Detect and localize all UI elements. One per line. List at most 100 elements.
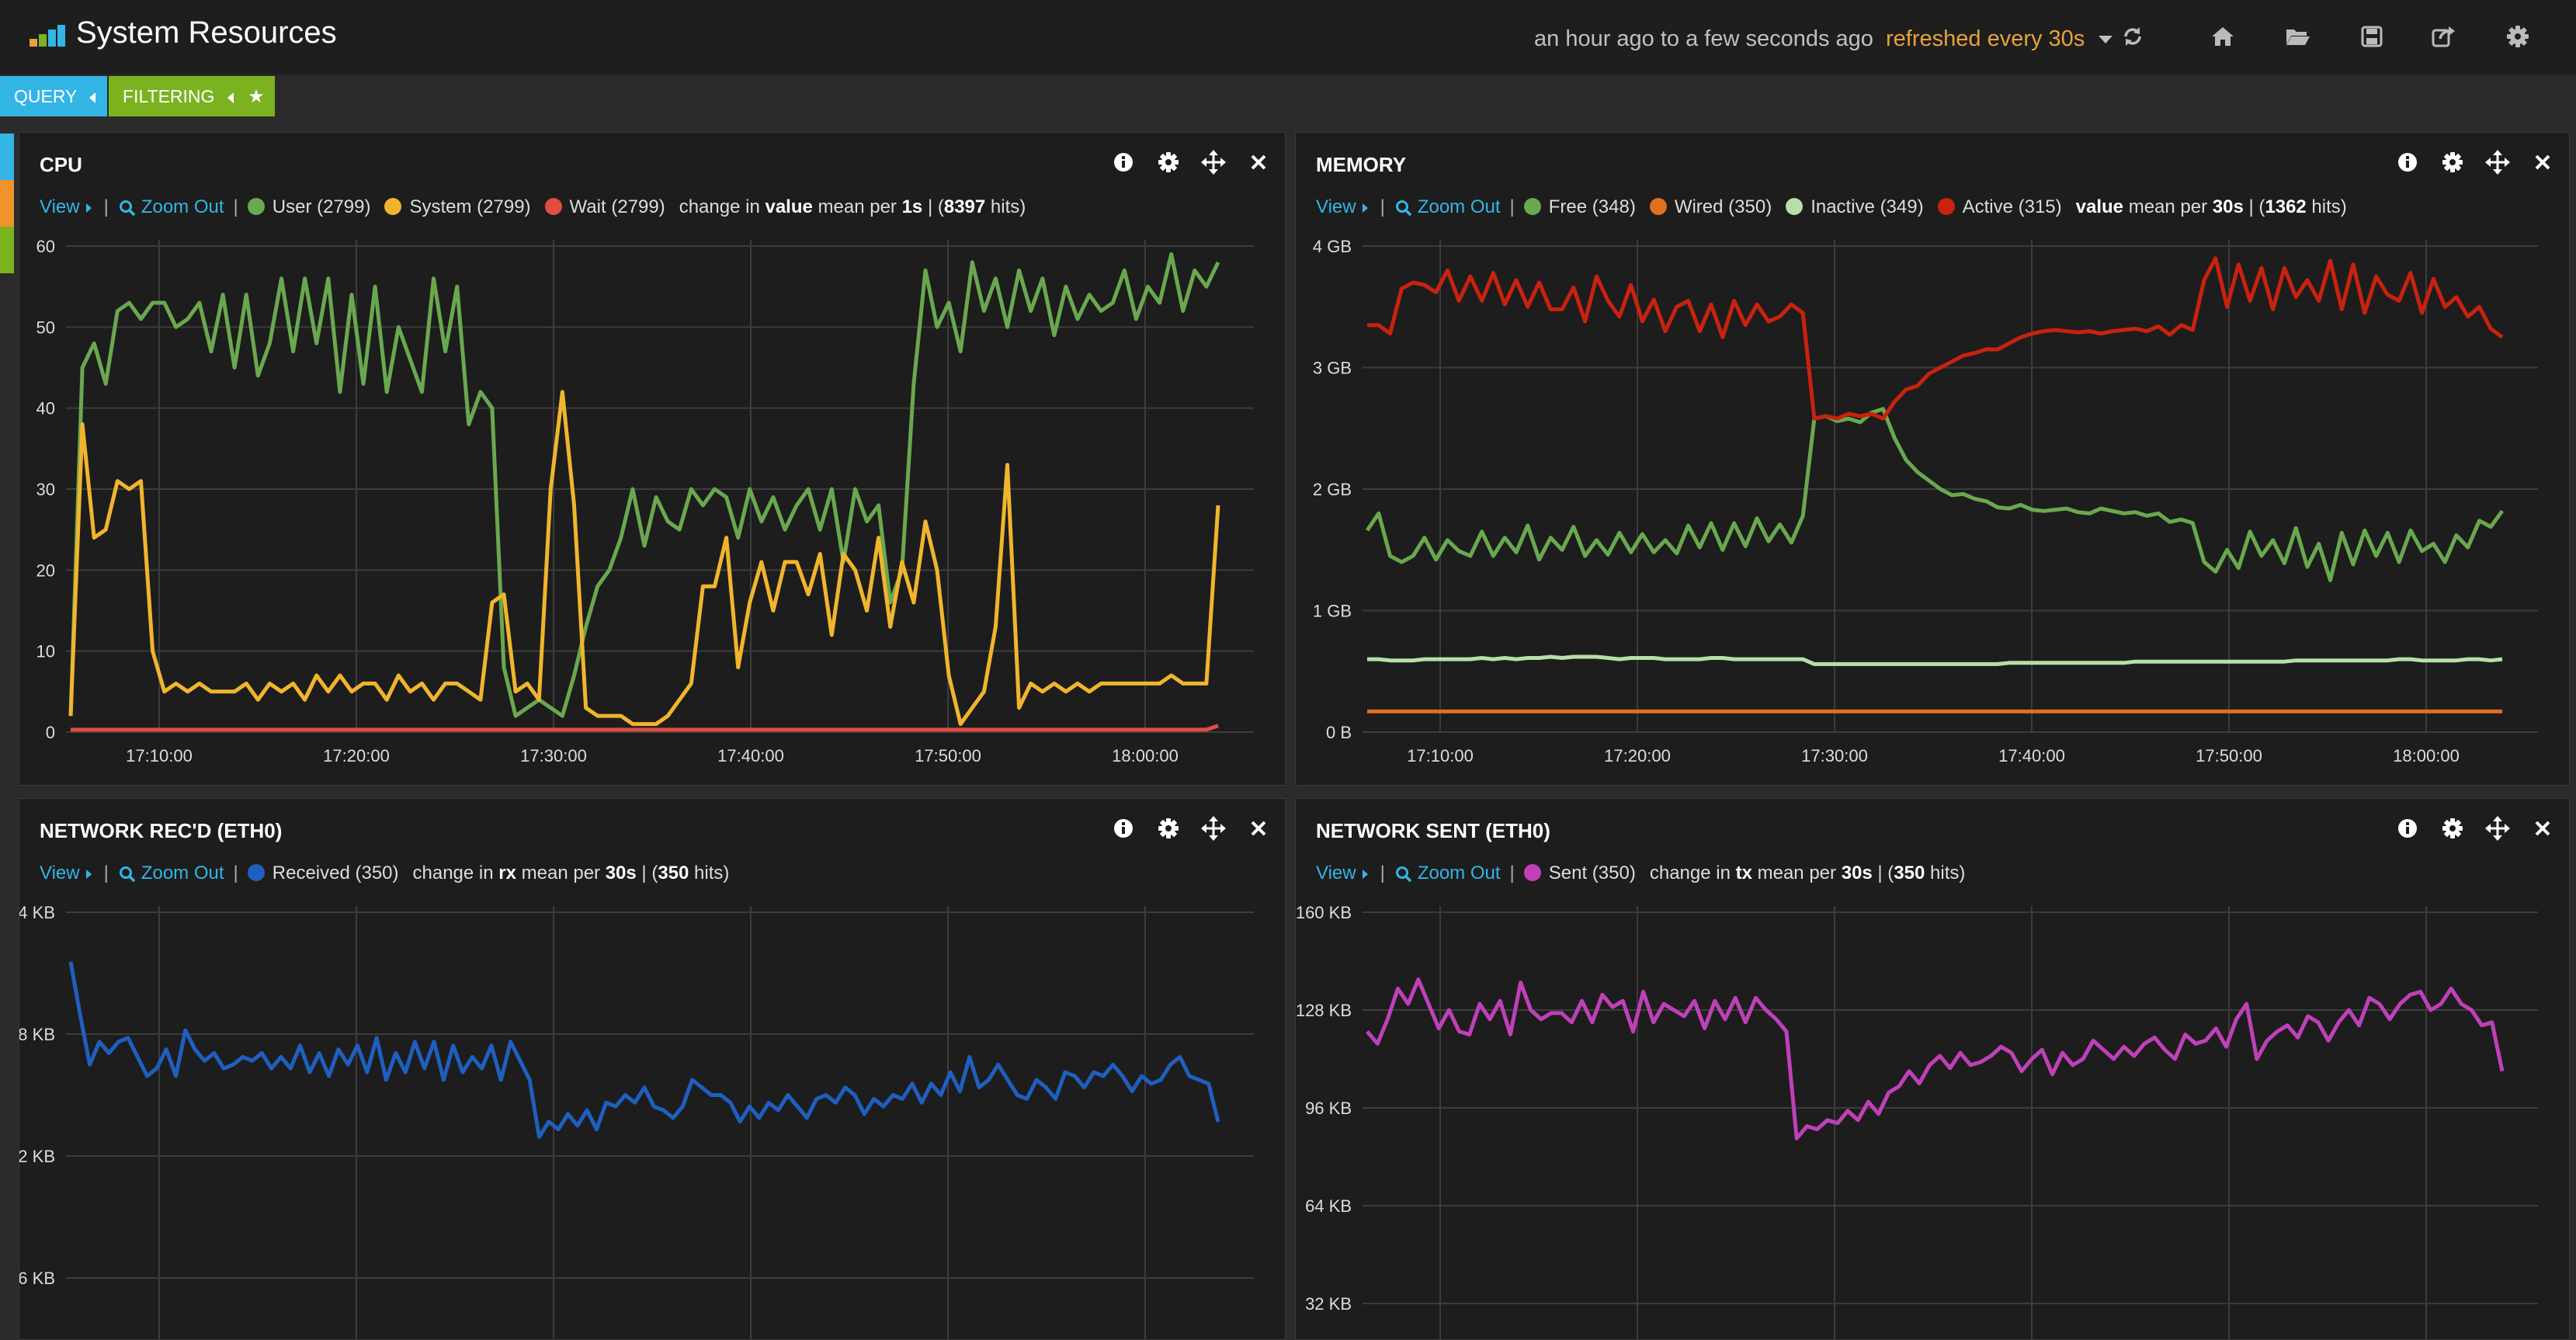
y-tick-label: 1 GB	[1313, 602, 1352, 621]
cpu-panel: CPU View | Zoom Out | User (2799) System (279…	[19, 132, 1286, 786]
stat-pipe: | (	[2243, 196, 2265, 217]
stat-suffix: hits)	[2306, 196, 2347, 217]
network-sent-chart[interactable]: 32 KB 64 KB 96 KB 128 KB 160 KB	[1296, 799, 2569, 1339]
legend-item-inactive[interactable]: Inactive (349)	[1786, 196, 1924, 217]
x-tick-label: 17:20:00	[1604, 746, 1671, 765]
x-tick-label: 17:40:00	[717, 746, 784, 765]
stat-mean: mean per	[516, 863, 606, 883]
view-menu-link[interactable]: View	[1316, 863, 1356, 883]
refresh-icon[interactable]	[2119, 23, 2146, 50]
row-collapse-toggle[interactable]	[0, 134, 14, 180]
network-received-chart[interactable]: 16 KB 32 KB 48 KB 64 KB	[19, 799, 1285, 1339]
legend-item-label: Wait (2799)	[569, 196, 665, 217]
zoom-out-label: Zoom Out	[141, 863, 224, 883]
view-menu-link[interactable]: View	[1316, 196, 1356, 217]
y-tick-label: 0 B	[1326, 723, 1352, 742]
stat-field: rx	[498, 863, 516, 883]
legend-item-system[interactable]: System (2799)	[384, 196, 531, 217]
legend-item-active[interactable]: Active (315)	[1937, 196, 2062, 217]
y-tick-label: 50	[36, 318, 55, 337]
legend-item-received[interactable]: Received (350)	[247, 863, 399, 883]
caret-right-icon	[1362, 869, 1368, 879]
move-icon[interactable]	[1199, 814, 1227, 842]
move-icon[interactable]	[2484, 814, 2512, 842]
gear-icon[interactable]	[1154, 148, 1182, 176]
gear-icon[interactable]	[2505, 23, 2531, 50]
save-icon[interactable]	[2359, 23, 2385, 50]
legend-separator: |	[233, 863, 238, 883]
x-tick-label: 17:50:00	[915, 746, 981, 765]
move-icon[interactable]	[2484, 148, 2512, 176]
time-range-picker[interactable]: an hour ago to a few seconds ago refresh…	[1534, 26, 2113, 52]
filtering-pill-label: FILTERING	[123, 86, 215, 106]
info-icon[interactable]	[1109, 814, 1137, 842]
close-icon[interactable]	[1245, 814, 1272, 842]
x-tick-label: 17:40:00	[1998, 746, 2065, 765]
y-tick-label: 160 KB	[1296, 903, 1352, 922]
y-tick-label: 30	[36, 480, 55, 499]
zoom-out-label: Zoom Out	[141, 196, 224, 217]
query-pill[interactable]: QUERY	[0, 76, 107, 116]
y-tick-label: 96 KB	[1305, 1099, 1352, 1118]
zoom-out-link[interactable]: Zoom Out	[118, 863, 224, 883]
legend-color-swatch	[384, 197, 402, 215]
legend-item-free[interactable]: Free (348)	[1523, 196, 1636, 217]
legend-item-user[interactable]: User (2799)	[247, 196, 370, 217]
stat-prefix: change in	[412, 863, 499, 883]
x-tick-label: 17:50:00	[2196, 746, 2262, 765]
legend-item-sent[interactable]: Sent (350)	[1523, 863, 1636, 883]
close-icon[interactable]	[2529, 148, 2557, 176]
y-tick-label: 64 KB	[19, 903, 55, 922]
cpu-chart[interactable]: 0 10 20 30 40 50 60 17:10:00 17:20:00 17:30:00 17:…	[19, 133, 1285, 785]
panel-legend: View | Zoom Out | Sent (350) change in tx mea…	[1316, 863, 1965, 884]
stat-hits: 350	[1894, 863, 1925, 883]
close-icon[interactable]	[2529, 814, 2557, 842]
row-collapse-toggle[interactable]	[0, 180, 14, 227]
view-menu-link[interactable]: View	[40, 863, 80, 883]
zoom-out-link[interactable]: Zoom Out	[1394, 863, 1501, 883]
x-tick-label: 18:00:00	[2393, 746, 2460, 765]
y-tick-label: 32 KB	[1305, 1294, 1352, 1314]
view-menu-link[interactable]: View	[40, 196, 80, 217]
legend-item-wired[interactable]: Wired (350)	[1649, 196, 1772, 217]
x-tick-label: 17:10:00	[1407, 746, 1474, 765]
stat-field: tx	[1735, 863, 1752, 883]
caret-down-icon	[2099, 36, 2113, 44]
info-icon[interactable]	[2394, 148, 2422, 176]
search-icon	[1395, 866, 1412, 882]
info-icon[interactable]	[2394, 814, 2422, 842]
dashboard-title: System Resources	[76, 16, 337, 50]
stat-hits: 350	[658, 863, 689, 883]
filtering-pill[interactable]: FILTERING ★	[109, 76, 275, 116]
gear-icon[interactable]	[1154, 814, 1182, 842]
gear-icon[interactable]	[2439, 148, 2467, 176]
panel-legend: View | Zoom Out | User (2799) System (2799) Wa…	[40, 196, 1026, 218]
legend-item-wait[interactable]: Wait (2799)	[544, 196, 665, 217]
y-tick-label: 64 KB	[1305, 1196, 1352, 1216]
zoom-out-link[interactable]: Zoom Out	[118, 196, 224, 217]
series-line-system	[68, 390, 1220, 727]
y-tick-label: 16 KB	[19, 1269, 55, 1288]
move-icon[interactable]	[1199, 148, 1227, 176]
memory-chart[interactable]: 0 B 1 GB 2 GB 3 GB 4 GB 17:10:00 17:20:00 17:30…	[1296, 133, 2569, 785]
series-line-inactive	[1367, 654, 2503, 666]
legend-color-swatch	[247, 197, 265, 215]
info-icon[interactable]	[1109, 148, 1137, 176]
y-tick-label: 128 KB	[1296, 1001, 1352, 1020]
close-icon[interactable]	[1245, 148, 1272, 176]
legend-item-label: Free (348)	[1548, 196, 1636, 217]
row-collapse-toggle[interactable]	[0, 227, 14, 273]
y-tick-label: 4 GB	[1313, 237, 1352, 256]
zoom-out-link[interactable]: Zoom Out	[1394, 196, 1501, 217]
y-tick-label: 20	[36, 561, 55, 580]
panel-title: MEMORY	[1316, 153, 1407, 176]
gear-icon[interactable]	[2439, 814, 2467, 842]
y-tick-label: 32 KB	[19, 1147, 55, 1166]
refresh-interval-text: refreshed every 30s	[1886, 26, 2085, 51]
home-icon[interactable]	[2210, 23, 2236, 50]
legend-separator: |	[233, 196, 238, 217]
legend-item-label: Sent (350)	[1548, 863, 1636, 883]
share-icon[interactable]	[2430, 23, 2456, 50]
y-tick-label: 60	[36, 237, 55, 256]
folder-open-icon[interactable]	[2284, 23, 2310, 50]
